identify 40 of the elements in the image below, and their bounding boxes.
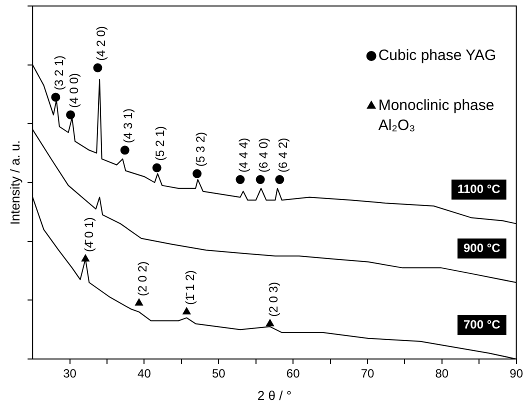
x-tick-label: 80 [435, 366, 449, 381]
y-axis-title: Intensity / a. u. [7, 140, 22, 225]
point [266, 319, 274, 326]
series-label: 700 °C [464, 317, 501, 332]
point [256, 175, 265, 184]
point [275, 175, 284, 184]
point [66, 110, 76, 120]
annotation: (4 3 1) [121, 108, 136, 144]
point [182, 307, 191, 314]
series-label: 1100 °C [457, 182, 501, 196]
point [192, 169, 202, 178]
annotation: (2 0 2) [135, 261, 150, 296]
point [152, 163, 162, 172]
annotation: (5 3 2) [193, 132, 208, 167]
x-tick-label: 40 [138, 366, 152, 381]
x-tick-label: 70 [360, 366, 374, 381]
x-tick-label: 60 [286, 366, 300, 381]
annotation: (4̄ 0 1) [82, 217, 96, 252]
annotation: (2 0 3) [266, 282, 280, 317]
point [81, 254, 90, 262]
legend-label: Monoclinic phase Al₂O₃ [378, 97, 494, 134]
point [120, 146, 130, 155]
x-tick-label: 30 [63, 366, 77, 381]
annotation: (6 4 0) [256, 138, 271, 173]
annotation: (4 4 4) [236, 138, 251, 173]
annotation: (4 0 0) [66, 73, 81, 108]
legend-label: Cubic phase YAG [378, 47, 496, 64]
x-tick-label: 50 [212, 366, 226, 381]
annotation: (4 2 0) [94, 26, 108, 61]
x-tick-label: 90 [510, 366, 524, 381]
point [93, 63, 102, 72]
series-label: 900 °C [464, 240, 501, 255]
annotation: (1̄ 1 2) [182, 270, 197, 305]
annotation: (3 2 1) [52, 56, 66, 90]
annotation: (6 4 2) [276, 138, 290, 173]
point [135, 298, 143, 306]
annotation: (5 2 1) [153, 126, 168, 161]
x-axis-title: 2 θ / ° [257, 388, 292, 403]
point [236, 175, 245, 184]
point [51, 92, 60, 102]
